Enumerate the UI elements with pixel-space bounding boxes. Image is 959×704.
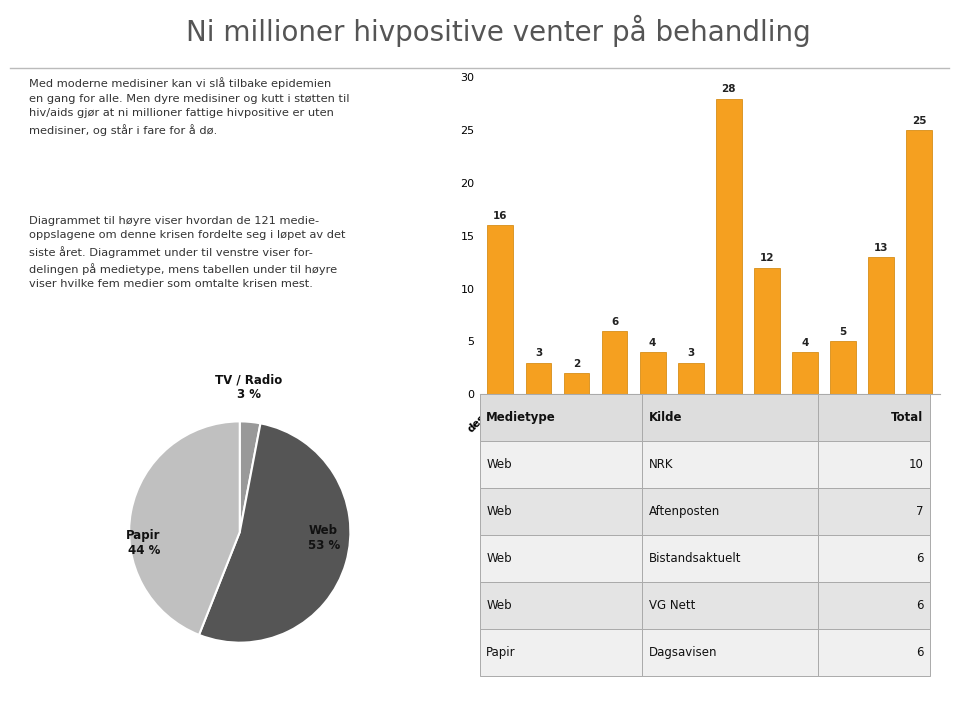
- Wedge shape: [199, 423, 350, 643]
- Text: Med moderne medisiner kan vi slå tilbake epidemien
en gang for alle. Men dyre me: Med moderne medisiner kan vi slå tilbake…: [29, 77, 349, 135]
- Text: Diagrammet til høyre viser hvordan de 121 medie-
oppslagene om denne krisen ford: Diagrammet til høyre viser hvordan de 12…: [29, 216, 345, 289]
- Text: Dagsavisen: Dagsavisen: [648, 646, 717, 659]
- Text: Web: Web: [486, 458, 512, 471]
- Text: NRK: NRK: [648, 458, 673, 471]
- Text: Total: Total: [891, 411, 924, 425]
- Bar: [715, 99, 741, 394]
- Text: 25: 25: [912, 116, 926, 126]
- Text: Web: Web: [486, 599, 512, 612]
- FancyBboxPatch shape: [642, 394, 817, 441]
- Text: 7: 7: [916, 505, 924, 518]
- Text: Kilde: Kilde: [648, 411, 682, 425]
- Text: 6: 6: [916, 552, 924, 565]
- FancyBboxPatch shape: [817, 394, 930, 441]
- Bar: [906, 130, 932, 394]
- Text: 2: 2: [573, 359, 580, 369]
- Wedge shape: [240, 422, 261, 532]
- FancyBboxPatch shape: [642, 441, 817, 488]
- Text: Web: Web: [486, 552, 512, 565]
- Text: 6: 6: [916, 646, 924, 659]
- FancyBboxPatch shape: [480, 535, 642, 582]
- Text: 3: 3: [687, 348, 694, 358]
- Text: 12: 12: [760, 253, 774, 263]
- Bar: [754, 268, 780, 394]
- FancyBboxPatch shape: [642, 629, 817, 676]
- Text: 3: 3: [535, 348, 542, 358]
- Bar: [601, 331, 627, 394]
- Bar: [526, 363, 551, 394]
- Bar: [868, 257, 894, 394]
- FancyBboxPatch shape: [817, 441, 930, 488]
- Text: Web
53 %: Web 53 %: [309, 524, 340, 551]
- FancyBboxPatch shape: [480, 629, 642, 676]
- Bar: [678, 363, 704, 394]
- Bar: [487, 225, 513, 394]
- FancyBboxPatch shape: [817, 629, 930, 676]
- Ellipse shape: [144, 527, 349, 555]
- Text: 16: 16: [493, 211, 507, 221]
- Text: 4: 4: [801, 338, 808, 348]
- FancyBboxPatch shape: [642, 582, 817, 629]
- Wedge shape: [129, 422, 240, 635]
- Text: 5: 5: [839, 327, 847, 337]
- Text: Medietype: Medietype: [486, 411, 556, 425]
- Bar: [640, 352, 666, 394]
- Text: Papir: Papir: [486, 646, 516, 659]
- Text: Bistandsaktuelt: Bistandsaktuelt: [648, 552, 741, 565]
- Bar: [830, 341, 855, 394]
- FancyBboxPatch shape: [817, 535, 930, 582]
- Text: TV / Radio
3 %: TV / Radio 3 %: [215, 374, 282, 401]
- Text: 13: 13: [874, 243, 888, 253]
- Text: Web: Web: [486, 505, 512, 518]
- Text: 10: 10: [908, 458, 924, 471]
- Bar: [792, 352, 818, 394]
- Text: 6: 6: [916, 599, 924, 612]
- Bar: [564, 373, 590, 394]
- FancyBboxPatch shape: [817, 488, 930, 535]
- FancyBboxPatch shape: [642, 535, 817, 582]
- Text: Ni millioner hivpositive venter på behandling: Ni millioner hivpositive venter på behan…: [186, 15, 811, 47]
- FancyBboxPatch shape: [642, 488, 817, 535]
- Text: 4: 4: [649, 338, 656, 348]
- FancyBboxPatch shape: [817, 582, 930, 629]
- Text: Papir
44 %: Papir 44 %: [126, 529, 160, 557]
- Text: VG Nett: VG Nett: [648, 599, 695, 612]
- FancyBboxPatch shape: [480, 441, 642, 488]
- FancyBboxPatch shape: [480, 394, 642, 441]
- Text: 6: 6: [611, 317, 619, 327]
- Text: 28: 28: [721, 84, 736, 94]
- FancyBboxPatch shape: [480, 488, 642, 535]
- FancyBboxPatch shape: [480, 582, 642, 629]
- Text: Aftenposten: Aftenposten: [648, 505, 720, 518]
